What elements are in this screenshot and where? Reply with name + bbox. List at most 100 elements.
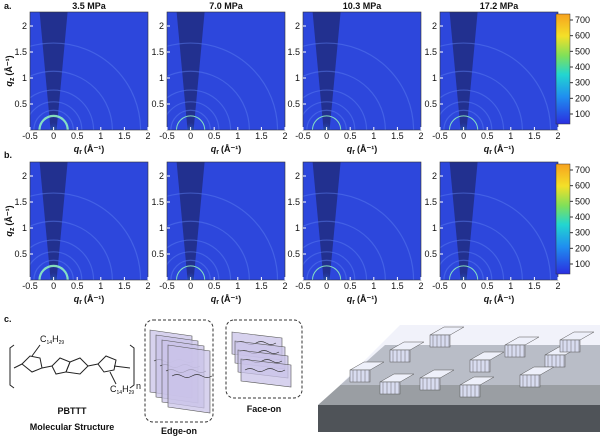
ring xyxy=(303,220,386,280)
x-tick-label: 2 xyxy=(145,131,150,141)
axis-subscript: r xyxy=(489,149,492,156)
formula: 14 xyxy=(117,390,123,396)
x-tick-label: 0.5 xyxy=(71,131,84,141)
scattering-image xyxy=(303,162,421,280)
bracket xyxy=(9,344,15,389)
edge-on-sheet xyxy=(167,344,211,414)
scattering-image xyxy=(167,12,285,130)
face-on-box xyxy=(225,319,303,399)
substrate-front xyxy=(318,405,600,432)
colorbar-tick-label: 200 xyxy=(575,93,590,103)
axis-symbol: q xyxy=(484,294,490,304)
x-tick-label: 1.5 xyxy=(255,281,268,291)
specular-glow xyxy=(317,96,336,130)
axis-symbol: q xyxy=(74,144,80,154)
axis-symbol: q xyxy=(211,144,217,154)
axis-unit: (Å⁻¹) xyxy=(4,205,14,225)
molecule-name: PBTTT xyxy=(58,406,87,416)
bond xyxy=(31,344,41,357)
colorbar-tick-label: 700 xyxy=(575,15,590,25)
x-tick-label: 1 xyxy=(235,131,240,141)
formula: C xyxy=(110,384,117,394)
axis-unit: (Å⁻¹) xyxy=(221,294,241,304)
ring xyxy=(303,70,386,130)
crystallite xyxy=(559,331,595,353)
y-tick-label: 2 xyxy=(159,21,164,31)
x-tick-label: 1 xyxy=(508,281,513,291)
crystallite xyxy=(389,341,425,363)
ring xyxy=(167,89,232,130)
y-tick-label: 0.5 xyxy=(287,99,300,109)
panel-label: c. xyxy=(4,314,12,324)
giwaxs-panel: -0.5 0 0.5 1 1.5 2 0.5 1 1.5 2 qr (Å⁻¹) xyxy=(151,161,288,306)
specular-glow xyxy=(181,96,200,130)
ring xyxy=(167,70,250,130)
x-tick-label: 1 xyxy=(98,281,103,291)
edge-on-label: Edge-on xyxy=(161,426,197,436)
scattering-image xyxy=(30,12,148,130)
x-tick-label: -0.5 xyxy=(295,281,311,291)
y-tick-label: 2 xyxy=(22,171,27,181)
x-tick-label: -0.5 xyxy=(432,281,448,291)
x-axis-label: qr (Å⁻¹) xyxy=(74,144,104,156)
colorbar-tick-label: 400 xyxy=(575,212,590,222)
panel-title: 3.5 MPa xyxy=(72,1,107,11)
y-tick-label: 1.5 xyxy=(287,47,300,57)
ring xyxy=(30,192,142,280)
ring xyxy=(167,192,279,280)
y-tick-label: 1 xyxy=(22,223,27,233)
axis-unit: (Å⁻¹) xyxy=(84,144,104,154)
ring xyxy=(440,192,552,280)
x-tick-label: 0 xyxy=(188,281,193,291)
y-tick-label: 1 xyxy=(295,223,300,233)
y-tick-label: 1.5 xyxy=(14,47,27,57)
colorbar-tick-label: 100 xyxy=(575,259,590,269)
panel-label: b. xyxy=(4,150,12,160)
y-tick-label: 1.5 xyxy=(151,47,164,57)
axis-unit: (Å⁻¹) xyxy=(357,144,377,154)
x-tick-label: 0.5 xyxy=(208,281,221,291)
scattering-image xyxy=(30,162,148,280)
axis-subscript: r xyxy=(352,299,355,306)
x-tick-label: 0.5 xyxy=(208,131,221,141)
axis-unit: (Å⁻¹) xyxy=(4,55,14,75)
x-tick-label: 0 xyxy=(324,281,329,291)
x-tick-label: 1 xyxy=(371,281,376,291)
ring xyxy=(65,357,89,375)
ring xyxy=(303,239,368,280)
formula: C xyxy=(40,334,47,344)
ring xyxy=(440,42,552,130)
x-tick-label: 0.5 xyxy=(481,281,494,291)
y-tick-label: 2 xyxy=(295,21,300,31)
axis-symbol: q xyxy=(347,294,353,304)
x-tick-label: 2 xyxy=(418,281,423,291)
panel-frame xyxy=(166,11,286,131)
y-tick-label: 1 xyxy=(159,223,164,233)
y-tick-label: 1 xyxy=(159,73,164,83)
panel-title: 17.2 MPa xyxy=(480,1,520,11)
panel-title: 10.3 MPa xyxy=(343,1,383,11)
x-tick-label: 0.5 xyxy=(344,131,357,141)
panel-frame xyxy=(302,11,422,131)
x-tick-label: 1.5 xyxy=(255,131,268,141)
y-tick-label: 0.5 xyxy=(424,249,437,259)
x-tick-label: 0 xyxy=(461,281,466,291)
axis-subscript: r xyxy=(216,299,219,306)
ring xyxy=(303,89,368,130)
axis-subscript: r xyxy=(352,149,355,156)
x-axis-label: qr (Å⁻¹) xyxy=(484,294,514,306)
y-tick-label: 1.5 xyxy=(424,47,437,57)
formula: 29 xyxy=(129,390,135,396)
axis-symbol: q xyxy=(4,231,14,237)
x-axis-label: qr (Å⁻¹) xyxy=(74,294,104,306)
y-tick-label: 0.5 xyxy=(424,99,437,109)
molecule-drawing xyxy=(9,344,135,389)
axis-subscript: r xyxy=(79,149,82,156)
axis-unit: (Å⁻¹) xyxy=(494,144,514,154)
x-tick-label: 0 xyxy=(51,131,56,141)
axis-symbol: q xyxy=(347,144,353,154)
x-axis-label: qr (Å⁻¹) xyxy=(347,144,377,156)
ring xyxy=(440,89,505,130)
